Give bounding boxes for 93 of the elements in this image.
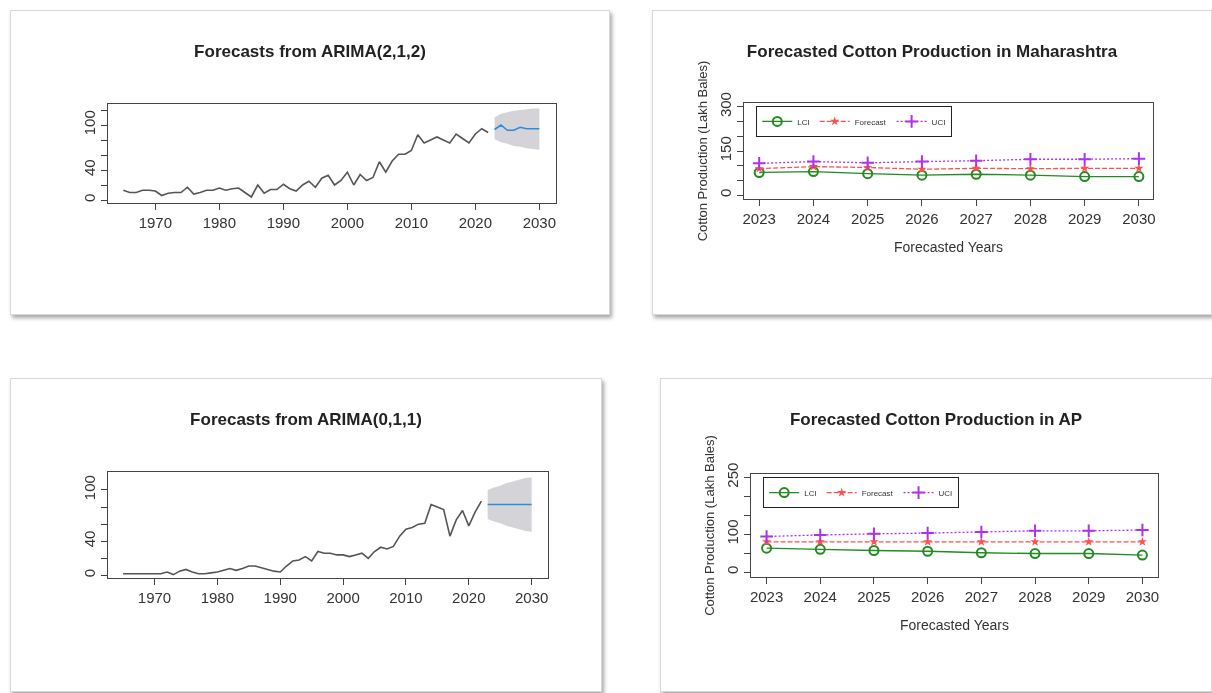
point xyxy=(970,168,982,180)
x-tick-label: 2028 xyxy=(1013,210,1048,227)
legend-label: LCI xyxy=(804,488,817,498)
point xyxy=(968,153,984,169)
point xyxy=(814,543,826,555)
point xyxy=(920,525,935,541)
point xyxy=(761,542,773,554)
point xyxy=(1083,548,1095,560)
x-tick-label: 2023 xyxy=(749,588,784,605)
x-tick-label: 1980 xyxy=(200,589,235,606)
x-tick-label: 2010 xyxy=(394,214,429,231)
line-series xyxy=(122,127,489,198)
point xyxy=(1084,536,1094,546)
point xyxy=(1027,523,1043,539)
x-tick-label: 2000 xyxy=(326,589,360,606)
y-tick-label: 0 xyxy=(717,188,734,198)
point xyxy=(753,167,765,178)
point xyxy=(759,529,774,544)
x-tick-label: 2030 xyxy=(1122,210,1156,227)
legend-label: UCI xyxy=(938,488,953,498)
point xyxy=(812,527,828,543)
chart-title: Forecasts from ARIMA(2,1,2) xyxy=(194,41,426,61)
x-tick-label: 1970 xyxy=(137,589,172,606)
x-tick-label: 2030 xyxy=(514,589,549,606)
point xyxy=(806,154,821,169)
y-tick-label: 40 xyxy=(81,530,98,548)
point xyxy=(1079,171,1091,183)
y-tick-label: 100 xyxy=(81,110,98,136)
point xyxy=(751,156,767,171)
chart-title: Forecasted Cotton Production in Maharashtra xyxy=(746,41,1118,61)
point xyxy=(975,547,987,559)
x-tick-label: 2029 xyxy=(1067,210,1102,227)
legend-label: LCI xyxy=(797,117,810,127)
x-axis-title: Forecasted Years xyxy=(900,617,1009,634)
y-axis-title: Cotton Production (Lakh Bales) xyxy=(694,60,710,242)
point xyxy=(922,545,934,557)
x-tick-label: 2028 xyxy=(1018,588,1052,605)
y-tick-label: 100 xyxy=(81,475,98,501)
chart-title: Forecasts from ARIMA(0,1,1) xyxy=(190,409,422,429)
point xyxy=(866,526,882,542)
point xyxy=(1137,536,1148,546)
y-tick-label: 300 xyxy=(717,92,734,118)
point xyxy=(862,168,874,180)
y-tick-label: 0 xyxy=(724,565,741,574)
y-tick-label: 40 xyxy=(81,159,98,177)
x-tick-label: 2027 xyxy=(959,210,993,227)
point xyxy=(1136,549,1148,561)
x-tick-label: 2010 xyxy=(389,589,423,606)
point xyxy=(1133,171,1145,183)
x-tick-label: 1990 xyxy=(266,214,301,231)
point xyxy=(1030,536,1040,546)
point xyxy=(916,169,928,181)
x-tick-label: 2027 xyxy=(964,588,999,605)
legend-label: Forecast xyxy=(861,488,894,498)
x-tick-label: 2020 xyxy=(452,589,486,606)
x-tick-label: 1970 xyxy=(138,214,173,231)
x-tick-label: 2020 xyxy=(458,214,493,231)
y-tick-label: 150 xyxy=(717,136,734,162)
line-series xyxy=(122,500,483,576)
x-tick-label: 2026 xyxy=(910,588,945,605)
x-tick-label: 2025 xyxy=(857,588,891,605)
y-tick-label: 100 xyxy=(724,519,741,545)
point xyxy=(1024,169,1036,181)
x-tick-label: 2026 xyxy=(905,210,939,227)
point xyxy=(1077,151,1092,167)
x-axis-title: Forecasted Years xyxy=(894,239,1003,256)
point xyxy=(807,166,819,178)
point xyxy=(1023,151,1038,167)
point xyxy=(860,155,875,171)
legend-label: UCI xyxy=(931,117,946,127)
x-tick-label: 2000 xyxy=(330,214,365,231)
point xyxy=(868,544,880,556)
point xyxy=(1131,151,1147,166)
point xyxy=(1029,548,1041,560)
x-tick-label: 2023 xyxy=(742,210,776,227)
x-tick-label: 2030 xyxy=(522,214,557,231)
point xyxy=(1081,523,1097,539)
legend-label: Forecast xyxy=(854,117,887,127)
y-tick-label: 250 xyxy=(724,462,741,488)
point xyxy=(914,154,930,169)
point xyxy=(1135,522,1150,538)
y-tick-label: 0 xyxy=(81,569,98,578)
x-tick-label: 2025 xyxy=(850,210,885,227)
chart-title: Forecasted Cotton Production in AP xyxy=(789,409,1083,429)
y-tick-label: 0 xyxy=(81,193,98,202)
x-tick-label: 1980 xyxy=(202,214,237,231)
x-tick-label: 2029 xyxy=(1072,588,1106,605)
point xyxy=(974,524,989,540)
x-tick-label: 2024 xyxy=(796,210,831,227)
x-tick-label: 1990 xyxy=(263,589,297,606)
x-tick-label: 2024 xyxy=(803,588,837,605)
x-tick-label: 2030 xyxy=(1125,588,1160,605)
y-axis-title: Cotton Production (Lakh Bales) xyxy=(701,435,717,616)
